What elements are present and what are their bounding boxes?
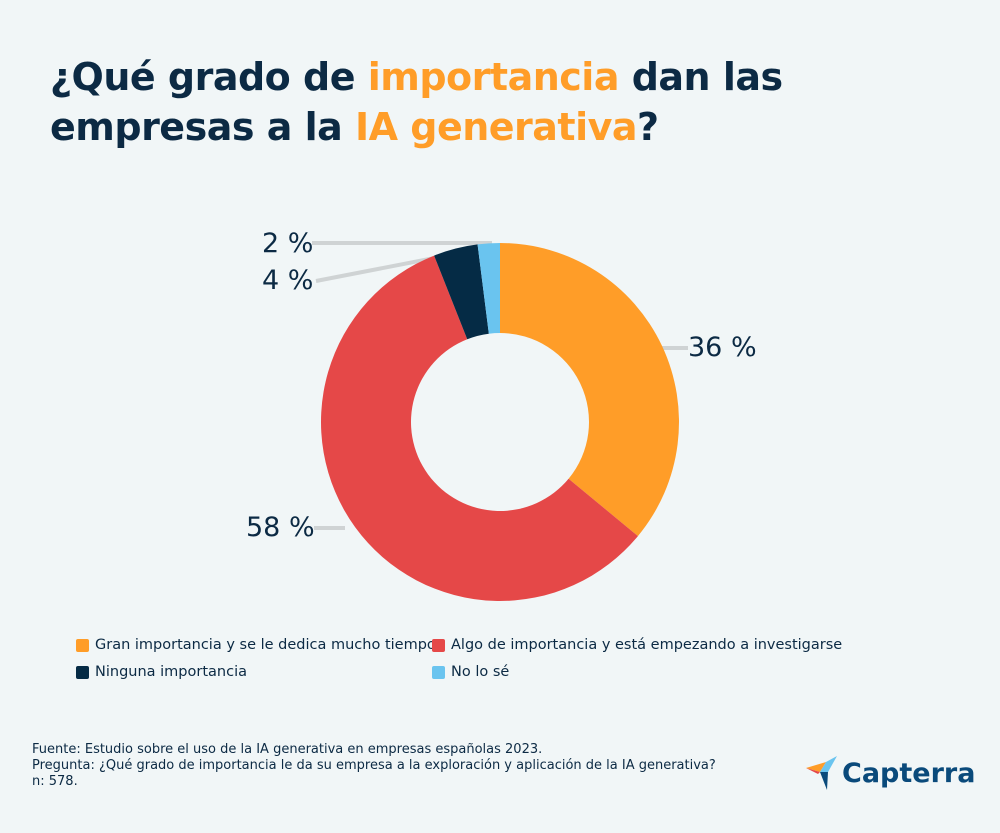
donut-slice-2 [434, 244, 489, 340]
legend-swatch [432, 638, 445, 652]
legend-item: No lo sé [432, 664, 509, 680]
data-label-4: 4 % [262, 265, 314, 296]
sample-size: n: 578. [32, 774, 78, 789]
donut-slice-1 [320, 255, 638, 602]
chart-title: ¿Qué grado de importancia dan las empres… [50, 52, 783, 152]
legend-swatch [76, 638, 89, 652]
data-label-2: 2 % [262, 228, 314, 259]
title-highlight: importancia [367, 55, 620, 99]
question-note: Pregunta: ¿Qué grado de importancia le d… [32, 758, 716, 773]
source-note: Fuente: Estudio sobre el uso de la IA ge… [32, 742, 543, 757]
logo-text: Capterra [842, 757, 976, 789]
title-text: dan las [618, 55, 783, 99]
legend-label: Gran importancia y se le dedica mucho ti… [95, 637, 436, 653]
legend-label: No lo sé [451, 664, 510, 680]
capterra-logo: Capterra [806, 756, 975, 790]
title-highlight: IA generativa [354, 105, 638, 149]
title-text: ? [637, 105, 659, 149]
legend-swatch [432, 665, 445, 679]
legend-swatch [76, 665, 89, 679]
capterra-logo-icon [806, 756, 837, 790]
legend-item: Algo de importancia y está empezando a i… [432, 637, 842, 653]
legend-label: Ninguna importancia [95, 664, 247, 680]
donut-slice-0 [500, 243, 679, 537]
data-label-36: 36 % [688, 332, 757, 363]
footer: Fuente: Estudio sobre el uso de la IA ge… [32, 742, 716, 790]
legend-item: Ninguna importancia [76, 664, 247, 680]
legend-label: Algo de importancia y está empezando a i… [451, 637, 843, 653]
data-label-58: 58 % [246, 512, 315, 543]
title-text: ¿Qué grado de [50, 55, 368, 99]
donut-slice-3 [477, 243, 500, 334]
title-text: empresas a la [50, 105, 355, 149]
legend-item: Gran importancia y se le dedica mucho ti… [76, 637, 436, 653]
